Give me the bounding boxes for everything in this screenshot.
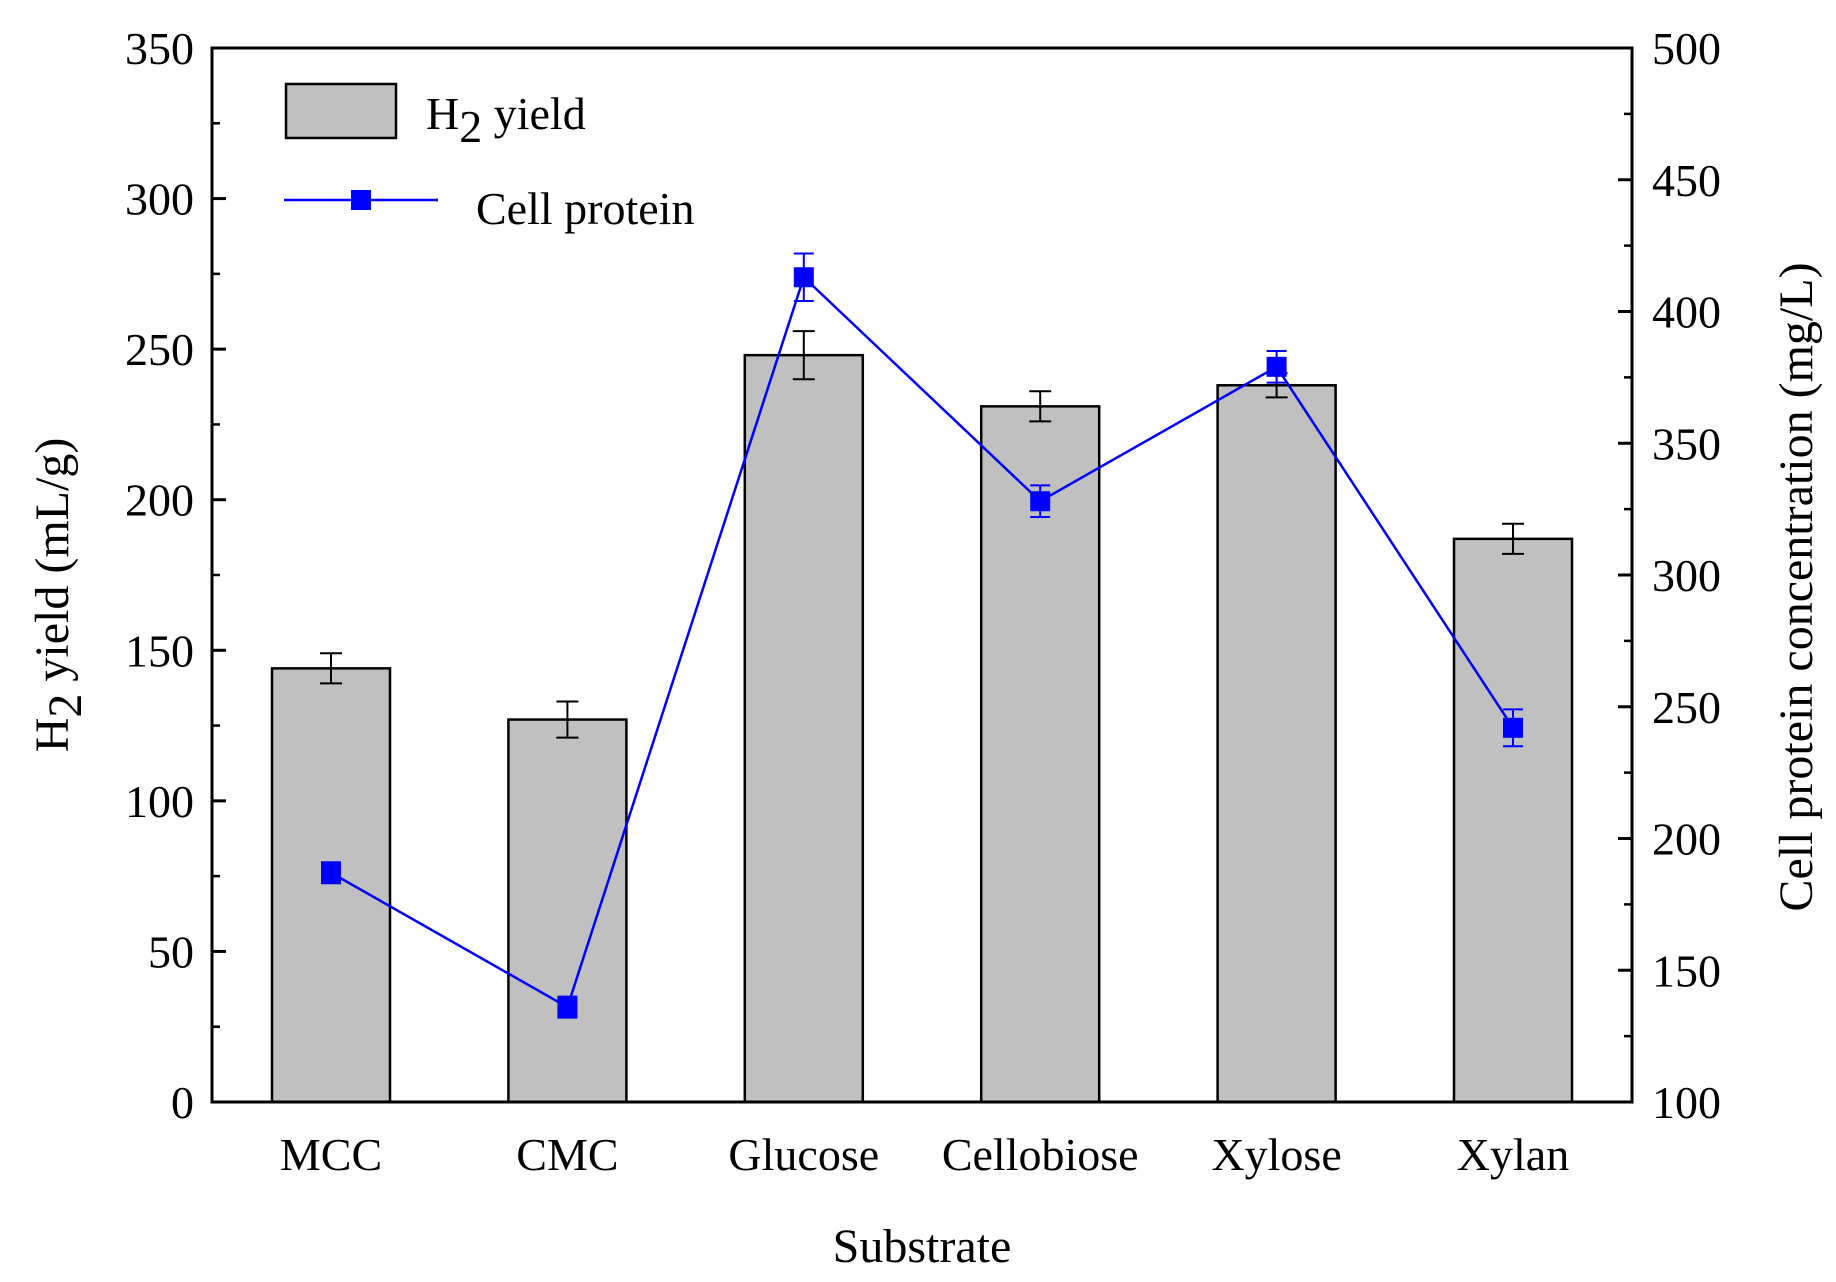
data-point [1266, 356, 1287, 377]
legend-bar-swatch [284, 82, 398, 140]
y2-axis-title: Cell protein concentration (mg/L) [1770, 262, 1823, 911]
x-tick-label: MCC [280, 1129, 382, 1180]
line-layer [321, 252, 1523, 1019]
legend-bar-label-subscript: 2 [459, 101, 482, 152]
y2-tick-label: 350 [1652, 418, 1721, 469]
bar [507, 718, 628, 1104]
legend-bar-label-rest: yield [482, 88, 585, 139]
legend-bar-label: H2 yield [426, 88, 586, 152]
y2-tick-label: 300 [1652, 550, 1721, 601]
axes-layer: 0 50 100 150 200 250 300 350 100 150 200 250 300 350 4… [125, 23, 1721, 1180]
series-line [330, 274, 1515, 1009]
data-point [557, 997, 578, 1018]
x-axis-title: Substrate [833, 1220, 1012, 1273]
y2-tick-label: 400 [1652, 287, 1721, 338]
y-tick-label: 350 [125, 23, 194, 74]
bar [979, 405, 1101, 1104]
x-tick-label: Cellobiose [942, 1129, 1139, 1180]
legend: H2 yield Cell protein [284, 82, 694, 234]
y-axis-title-main: H [26, 718, 79, 753]
x-tick-label: CMC [516, 1129, 618, 1180]
plot-frame [210, 46, 1634, 1104]
y-axis-title-rest: yield (mL/g) [26, 438, 79, 694]
y2-tick-label: 450 [1652, 155, 1721, 206]
bars-layer [270, 330, 1574, 1104]
y2-tick-label: 150 [1652, 945, 1721, 996]
bar [1452, 537, 1574, 1104]
x-tick-label: Xylan [1457, 1129, 1569, 1180]
legend-line-marker [351, 190, 371, 210]
y2-tick-label: 100 [1652, 1077, 1721, 1128]
y-tick-label: 300 [125, 174, 194, 225]
data-point [793, 267, 814, 288]
data-point [1503, 717, 1523, 738]
legend-line-label: Cell protein [476, 183, 694, 234]
x-tick-label: Xylose [1211, 1129, 1341, 1180]
y2-tick-label: 500 [1652, 23, 1721, 74]
y-tick-label: 50 [148, 926, 194, 977]
y-tick-label: 100 [125, 776, 194, 827]
y-axis-title: H2 yield (mL/g) [26, 438, 92, 753]
data-point [321, 862, 341, 883]
data-point [1030, 491, 1051, 512]
bar [743, 353, 865, 1104]
bar [1216, 384, 1337, 1104]
y-tick-label: 200 [125, 475, 194, 526]
legend-bar-label-main: H [426, 88, 459, 139]
y2-tick-label: 250 [1652, 682, 1721, 733]
x-tick-label: Glucose [728, 1129, 879, 1180]
y-axis-title-subscript: 2 [39, 694, 92, 718]
bar [270, 667, 392, 1104]
y-tick-label: 0 [171, 1077, 194, 1128]
y2-tick-label: 200 [1652, 814, 1721, 865]
y-tick-label: 250 [125, 324, 194, 375]
y-tick-label: 150 [125, 625, 194, 676]
